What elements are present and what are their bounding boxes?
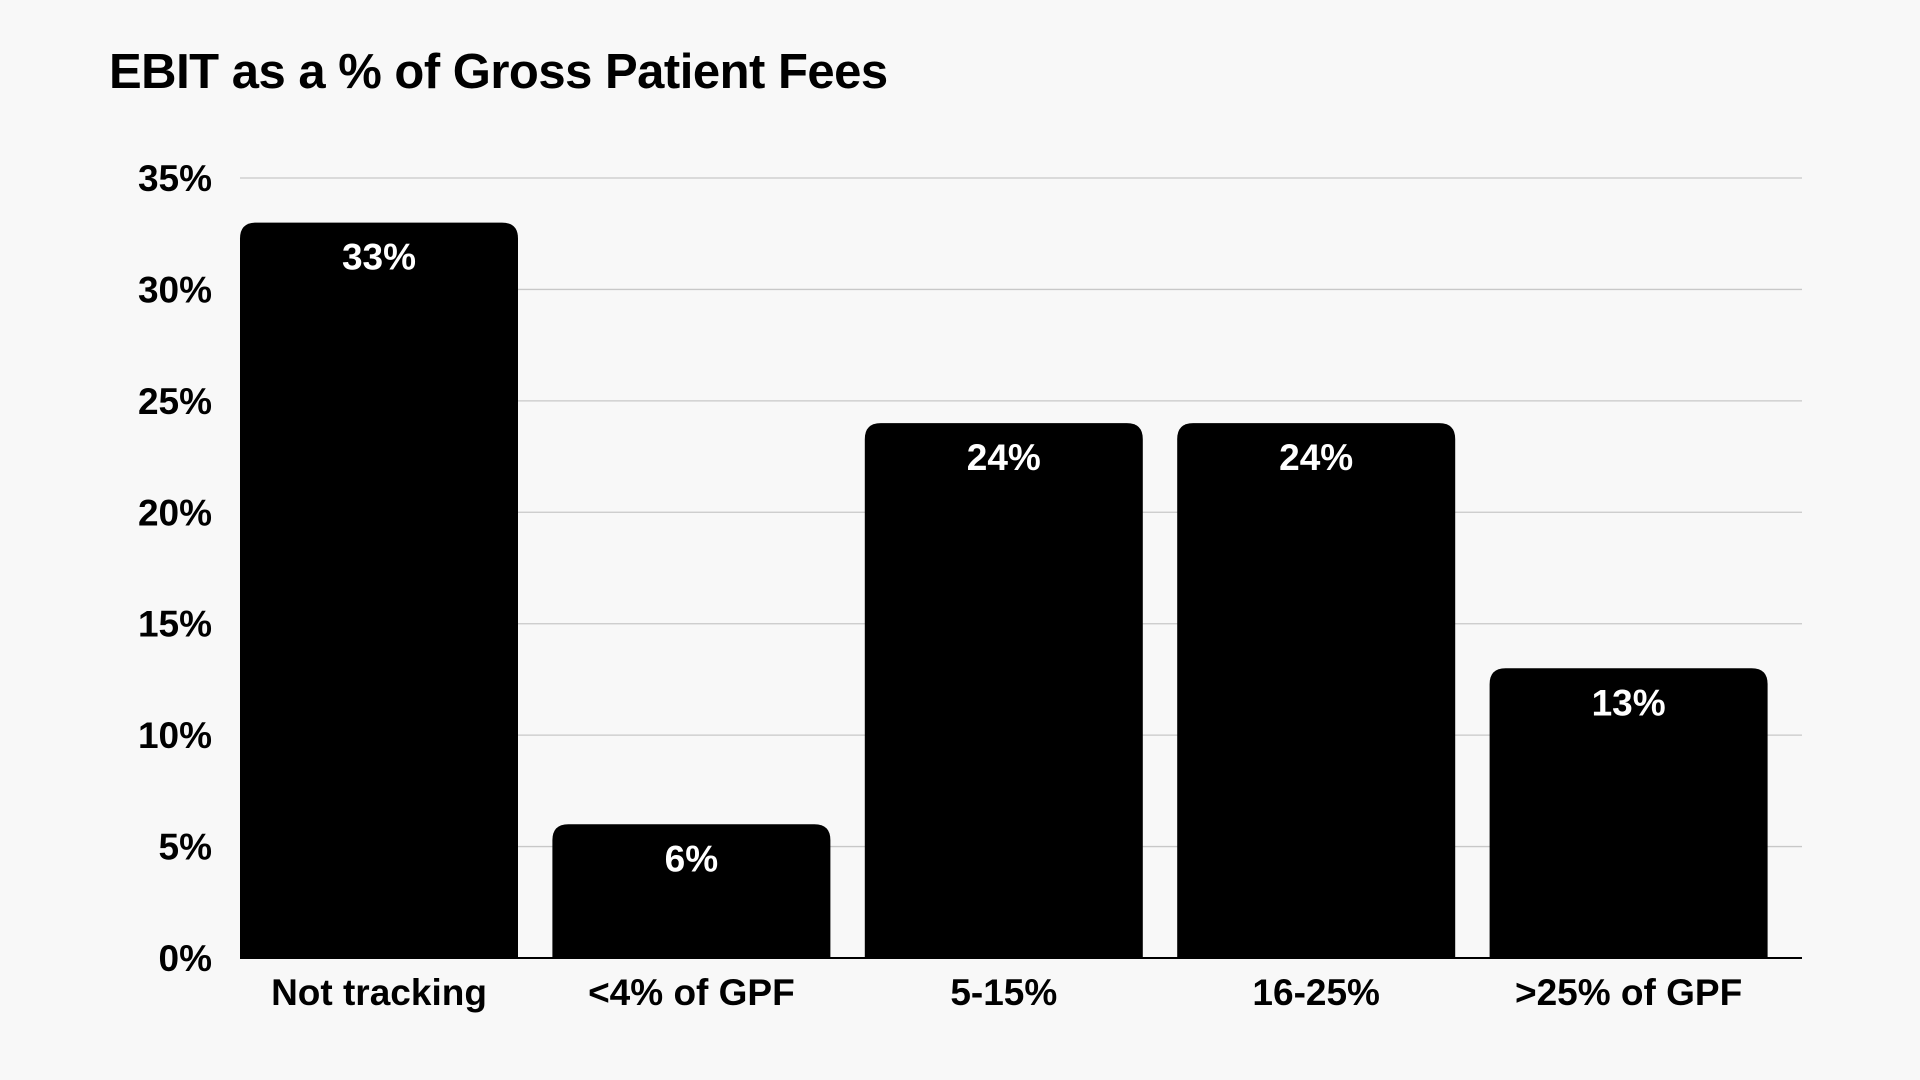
bar [864,423,1143,959]
data-label: 13% [1592,682,1666,723]
data-label: 24% [967,437,1041,478]
x-tick-label: 5-15% [950,972,1057,1013]
x-axis-ticks: Not tracking <4% of GPF 5-15% 16-25% >25% of… [271,972,1742,1013]
y-axis-ticks: 0% 5% 10% 15% 20% 25% 30% 35% [138,158,212,979]
y-tick-label: 15% [138,604,212,645]
y-tick-label: 30% [138,269,212,310]
y-tick-label: 5% [159,827,212,868]
bar [552,824,831,958]
data-labels: 33% 6% 24% 24% 13% [342,237,1666,880]
y-tick-label: 35% [138,158,212,199]
data-label: 6% [665,838,718,879]
data-label: 33% [342,237,416,278]
y-tick-label: 10% [138,715,212,756]
x-tick-label: >25% of GPF [1515,972,1742,1013]
bar [1177,423,1456,959]
x-tick-label: <4% of GPF [588,972,795,1013]
chart-title: EBIT as a % of Gross Patient Fees [109,45,888,99]
data-label: 24% [1279,437,1353,478]
bar [1489,668,1768,958]
x-tick-label: Not tracking [271,972,487,1013]
bars [240,222,1768,959]
bar [240,222,518,959]
y-tick-label: 0% [159,938,212,979]
y-tick-label: 25% [138,381,212,422]
y-tick-label: 20% [138,492,212,533]
x-tick-label: 16-25% [1252,972,1380,1013]
